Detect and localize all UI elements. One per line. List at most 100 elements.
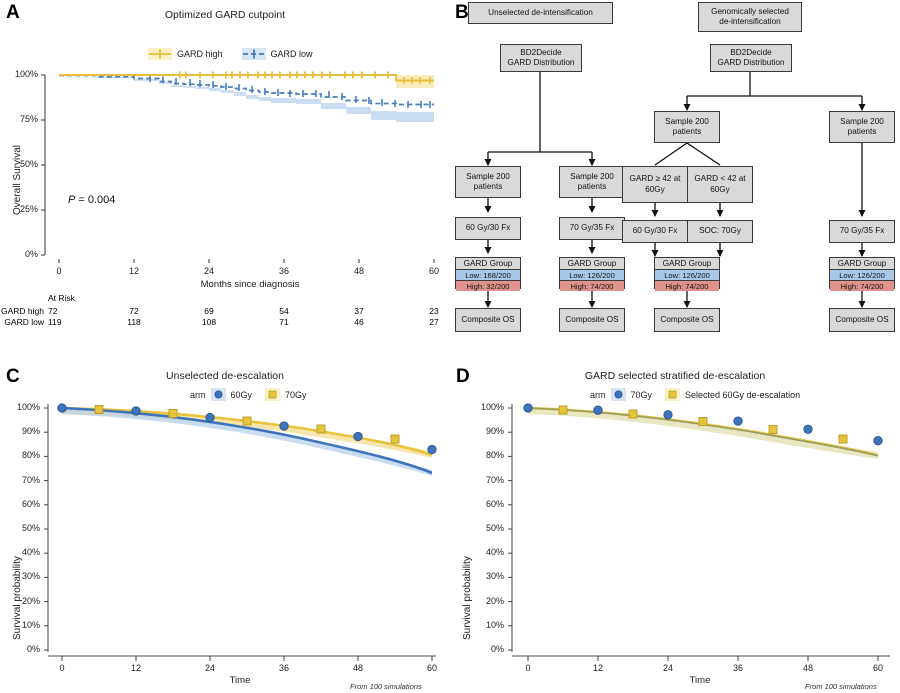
panel-c-ytick: 0% (26, 644, 40, 654)
at-risk-value: 69 (204, 306, 214, 316)
at-risk-value: 54 (279, 306, 289, 316)
panel-c-xtick: 60 (426, 663, 437, 673)
legend-swatch-60gy (210, 388, 226, 401)
panel-d-ytick: 90% (485, 426, 504, 436)
panel-c-ytick: 60% (21, 499, 40, 509)
genomic-heading-line2: de-intensification (719, 17, 781, 26)
gard-ge-line1: GARD ≥ 42 at (629, 174, 681, 184)
panel-c: C Unselected de-escalation arm 60Gy 70Gy… (0, 360, 450, 693)
gard-group-title: GARD Group (567, 259, 617, 268)
at-risk-value: 119 (48, 317, 62, 327)
panel-c-xtick: 24 (204, 663, 215, 673)
panel-c-ytick: 20% (21, 596, 40, 606)
gard-group-low: Low: 168/200 (456, 269, 520, 280)
box-sample-l1: Sample 200 patients (455, 166, 521, 198)
sample-line2: patients (847, 127, 877, 136)
panel-d-xtick: 24 (662, 663, 673, 673)
box-genomically-selected-heading: Genomically selected de-intensification (698, 2, 802, 32)
panel-a-legend: GARD high GARD low (148, 48, 313, 60)
at-risk-value: 23 (429, 306, 439, 316)
panel-a-plot (41, 71, 435, 263)
panel-c-ytick: 40% (21, 547, 40, 557)
panel-a-ytick-100: 100% (14, 69, 38, 79)
gard-group-high: High: 74/200 (560, 280, 624, 291)
bd2decide-line2: GARD Distribution (717, 58, 785, 67)
at-risk-value: 72 (48, 306, 58, 316)
legend-prefix: arm (190, 389, 206, 400)
sample-line1: Sample 200 (665, 116, 709, 126)
gard-ge-line2: 60Gy (645, 184, 665, 194)
bd2decide-line1: BD2Decide (730, 47, 772, 57)
panel-d-ytick: 20% (485, 596, 504, 606)
panel-a-ytick-75: 75% (19, 114, 38, 124)
at-risk-value: 46 (354, 317, 364, 327)
gard-group-low: Low: 126/200 (830, 269, 894, 280)
box-soc-70: SOC: 70Gy (687, 220, 753, 243)
panel-d-xtick: 36 (732, 663, 743, 673)
panel-c-xtick: 12 (130, 663, 141, 673)
gard-group-box-1: GARD Group Low: 168/200 High: 32/200 (455, 257, 521, 291)
box-unselected-heading: Unselected de-intensification (468, 2, 613, 24)
at-risk-value: 27 (429, 317, 439, 327)
panel-d-xtick: 12 (592, 663, 603, 673)
box-sample-r2: Sample 200 patients (829, 111, 895, 143)
panel-d-plot (508, 403, 890, 661)
panel-a-ytick-50: 50% (19, 159, 38, 169)
box-dose-70-l: 70 Gy/35 Fx (559, 217, 625, 240)
gard-group-low: Low: 126/200 (560, 269, 624, 280)
sample-line2: patients (672, 127, 702, 136)
panel-c-xtick: 48 (352, 663, 363, 673)
legend-label-70gy: 70Gy (630, 389, 653, 400)
legend-swatch-gard-low (241, 48, 266, 60)
legend-label-70gy: 70Gy (285, 389, 307, 400)
panel-c-xtick: 0 (59, 663, 65, 673)
at-risk-value: 72 (129, 306, 139, 316)
sample-line2: patients (473, 182, 503, 191)
at-risk-label-gard-low: GARD low (4, 317, 44, 327)
bd2decide-line1: BD2Decide (520, 47, 562, 57)
panel-a-xtick-60: 60 (428, 266, 439, 276)
at-risk-value: 108 (201, 317, 217, 327)
panel-a-title: Optimized GARD cutpoint (164, 9, 286, 21)
gard-group-high: High: 32/200 (456, 280, 520, 291)
gard-lt-line1: GARD < 42 at (694, 174, 746, 184)
sample-line1: Sample 200 (570, 171, 614, 181)
panel-c-footnote: From 100 simulations (350, 682, 422, 691)
gard-group-low: Low: 126/200 (655, 269, 719, 280)
panel-c-ytick: 10% (21, 620, 40, 630)
legend-swatch-selected-60gy (665, 388, 681, 401)
panel-b: B (450, 0, 900, 360)
gard-group-title: GARD Group (463, 259, 513, 268)
at-risk-value: 37 (354, 306, 364, 316)
panel-c-title: Unselected de-escalation (166, 370, 284, 382)
panel-d-ytick: 100% (480, 402, 504, 412)
gard-lt-line2: 60Gy (710, 184, 730, 194)
panel-a-xtick-36: 36 (278, 266, 289, 276)
legend-swatch-gard-high (148, 48, 172, 60)
at-risk-row-gard-low: GARD low 119 118 108 71 46 27 (0, 317, 450, 329)
legend-label-gard-low: GARD low (270, 49, 313, 59)
panel-b-connectors (484, 72, 866, 308)
panel-c-xlabel: Time (229, 675, 251, 686)
box-dose-70-r: 70 Gy/35 Fx (829, 220, 895, 243)
gard-group-high: High: 74/200 (830, 280, 894, 291)
legend-swatch-70gy (610, 388, 626, 401)
panel-a-pvalue-text: = 0.004 (75, 194, 116, 206)
at-risk-row-gard-high: GARD high 72 72 69 54 37 23 (0, 306, 450, 318)
panel-a-xtick-0: 0 (56, 266, 62, 276)
box-gard-ge-42: GARD ≥ 42 at 60Gy (622, 166, 688, 203)
legend-label-gard-high: GARD high (177, 49, 223, 59)
gard-group-title: GARD Group (837, 259, 887, 268)
gard-group-high: High: 74/200 (655, 280, 719, 291)
box-composite-os-1: Composite OS (455, 308, 521, 332)
panel-a-xlabel: Months since diagnosis (200, 279, 300, 290)
panel-d-title: GARD selected stratified de-escalation (584, 370, 766, 382)
panel-b-letter: B (455, 2, 469, 23)
panel-d-ytick: 70% (485, 475, 504, 485)
panel-d-ytick: 50% (485, 523, 504, 533)
gard-group-box-4: GARD Group Low: 126/200 High: 74/200 (829, 257, 895, 291)
panel-d: D GARD selected stratified de-escalation… (450, 360, 900, 693)
panel-a: A Optimized GARD cutpoint GARD high GARD… (0, 0, 450, 360)
box-sample-l2: Sample 200 patients (559, 166, 625, 198)
box-bd2decide-left: BD2Decide GARD Distribution (500, 44, 582, 72)
